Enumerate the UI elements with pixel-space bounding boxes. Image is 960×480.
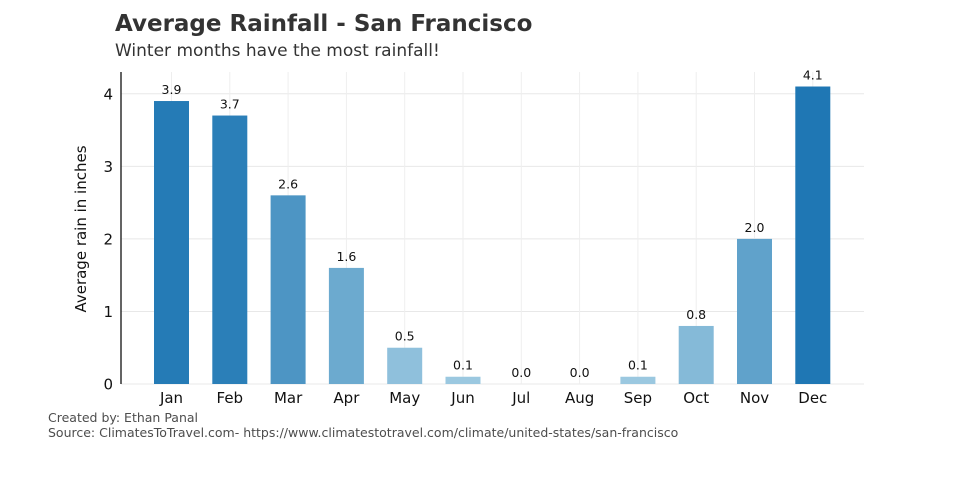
value-label: 0.0	[570, 365, 590, 380]
value-labels: 3.9 3.7 2.6 1.6 0.5 0.1 0.0 0.0 0.1 0.8 2.0 4.1	[162, 68, 823, 380]
bar-may	[387, 347, 423, 384]
bar-jan	[154, 101, 189, 384]
value-label: 3.7	[220, 97, 240, 112]
x-tick-label: Sep	[624, 389, 652, 407]
value-label: 0.0	[511, 365, 531, 380]
value-label: 0.1	[453, 358, 473, 373]
x-tick-label: Feb	[217, 389, 244, 407]
bar-sep	[620, 376, 656, 384]
y-tick-label: 0	[103, 376, 113, 394]
value-label: 1.6	[336, 249, 356, 264]
x-tick-label: Jun	[450, 389, 474, 407]
x-tick-label: Apr	[333, 389, 360, 407]
y-tick-label: 1	[103, 303, 113, 321]
x-tick-label: Aug	[565, 389, 594, 407]
x-tick-label: Jan	[159, 389, 183, 407]
x-tick-label: Dec	[798, 389, 827, 407]
y-tick-label: 3	[103, 158, 113, 176]
bars	[154, 86, 831, 384]
value-label: 0.5	[395, 329, 415, 344]
value-label: 0.1	[628, 358, 648, 373]
bar-jun	[445, 376, 481, 384]
x-tick-label: Jul	[511, 389, 530, 407]
value-label: 2.6	[278, 176, 298, 191]
value-label: 2.0	[745, 220, 765, 235]
y-axis-label: Average rain in inches	[72, 145, 90, 312]
bar-dec	[795, 86, 831, 384]
bar-apr	[328, 267, 364, 384]
axes: Jan Feb Mar Apr May Jun Jul Aug Sep Oct Nov Dec 0 1 2 3…	[72, 72, 827, 407]
source-text: Source: ClimatesToTravel.com- https://ww…	[48, 425, 679, 440]
credit-text: Created by: Ethan Panal	[48, 410, 199, 425]
chart-title: Average Rainfall - San Francisco	[115, 11, 533, 37]
chart-subtitle: Winter months have the most rainfall!	[115, 41, 440, 61]
x-tick-label: Mar	[274, 389, 303, 407]
bar-oct	[678, 325, 714, 384]
value-label: 4.1	[803, 68, 823, 83]
y-tick-label: 2	[103, 230, 113, 248]
y-tick-label: 4	[103, 85, 113, 103]
x-tick-label: May	[389, 389, 420, 407]
value-label: 0.8	[686, 307, 706, 322]
x-tick-label: Nov	[740, 389, 769, 407]
x-tick-label: Oct	[683, 389, 709, 407]
bar-nov	[737, 238, 772, 384]
bar-feb	[212, 115, 248, 384]
bar-mar	[270, 195, 306, 384]
value-label: 3.9	[162, 82, 182, 97]
